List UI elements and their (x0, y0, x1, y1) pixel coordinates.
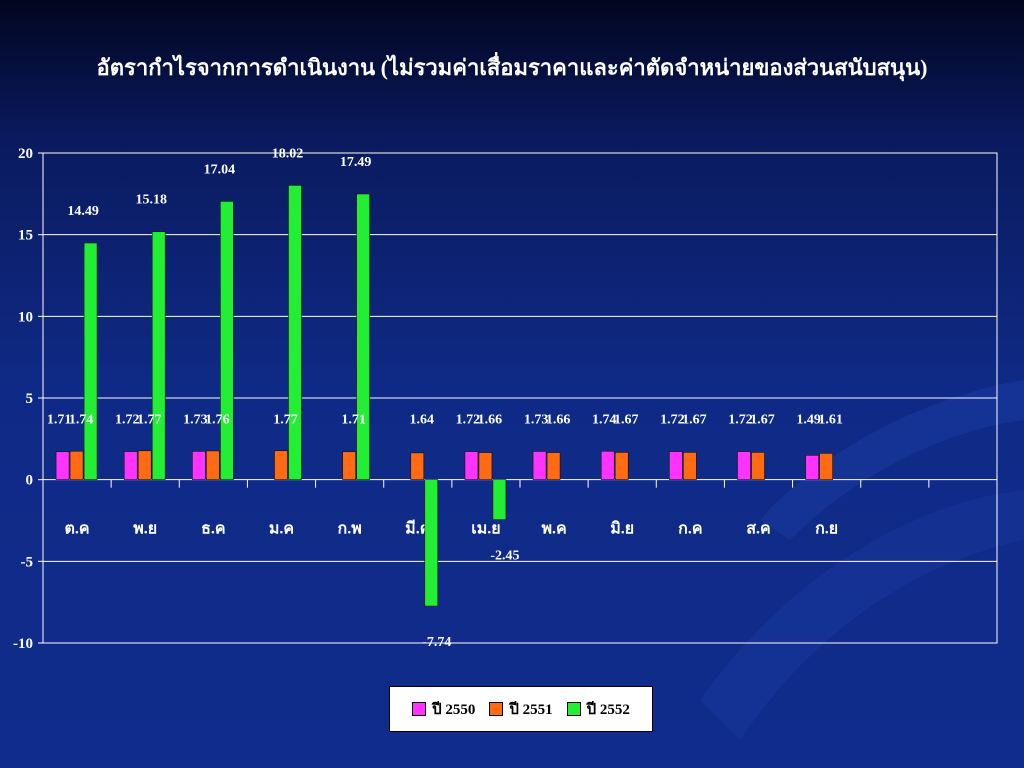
bar-1-0 (69, 450, 84, 480)
data-label: 1.71 (341, 413, 366, 428)
slide-title: อัตรากำไรจากการดำเนินงาน (ไม่รวมค่าเสื่อ… (96, 55, 928, 80)
bar-0-11 (805, 455, 819, 480)
x-tick-label: ก.ย (815, 521, 838, 538)
data-label: 14.49 (67, 204, 99, 219)
y-tick-label: 5 (26, 391, 34, 407)
data-label: 1.74 (592, 413, 617, 428)
data-label: 1.67 (750, 413, 775, 428)
data-label: 1.61 (818, 413, 843, 428)
x-tick-label: มี.ค (405, 519, 430, 538)
bar-1-8 (614, 452, 629, 480)
data-label: -7.74 (422, 635, 451, 650)
data-label: 1.66 (478, 413, 503, 428)
data-label: 17.49 (340, 155, 372, 170)
x-tick-label: ก.พ (338, 521, 362, 538)
y-tick-label: 10 (18, 309, 33, 325)
data-label: -2.45 (490, 549, 519, 564)
legend-label-2552: ปี 2552 (586, 702, 630, 718)
y-tick-label: -10 (13, 636, 33, 652)
data-label: 1.67 (614, 413, 639, 428)
bar-1-10 (751, 452, 765, 480)
legend-swatch-2551 (489, 702, 504, 716)
legend-label-2551: ปี 2551 (509, 702, 553, 718)
bar-1-11 (819, 453, 833, 480)
bar-1-4 (342, 451, 356, 480)
data-label: 1.74 (69, 413, 94, 428)
legend-label-2550: ปี 2550 (432, 702, 476, 718)
legend-item-2551: ปี 2551 (489, 697, 553, 721)
data-label: 18.02 (272, 146, 304, 161)
data-label: 1.64 (410, 413, 435, 428)
bar-2-3 (288, 185, 302, 480)
bar-2-2 (220, 201, 234, 480)
data-label: 17.04 (204, 162, 236, 177)
data-label: 1.71 (47, 413, 72, 428)
chart-legend: ปี 2550 ปี 2551 ปี 2552 (389, 686, 653, 732)
x-tick-label: ม.ค (269, 521, 294, 538)
data-label: 1.72 (456, 413, 481, 428)
data-label: 1.73 (524, 413, 549, 428)
data-label: 1.73 (183, 413, 208, 428)
y-tick-label: 20 (18, 146, 33, 162)
bar-2-5 (424, 479, 439, 607)
bar-1-9 (683, 452, 697, 480)
legend-item-2550: ปี 2550 (412, 697, 475, 721)
legend-item-2552: ปี 2552 (566, 697, 630, 721)
data-label: 1.77 (273, 413, 298, 428)
y-tick-label: 0 (26, 473, 34, 489)
data-label: 1.76 (205, 413, 230, 428)
legend-swatch-2550 (412, 702, 427, 716)
bar-2-1 (151, 231, 166, 480)
x-tick-label: พ.ย (133, 521, 157, 538)
y-tick-label: -5 (21, 554, 34, 570)
bar-1-3 (274, 450, 288, 480)
data-label: 15.18 (135, 193, 167, 208)
x-tick-label: ส.ค (746, 521, 770, 538)
data-label: 1.67 (682, 413, 707, 428)
data-label: 1.49 (796, 413, 821, 428)
bar-0-6 (464, 451, 479, 480)
x-tick-label: ต.ค (65, 521, 90, 538)
bar-0-0 (55, 451, 70, 480)
data-label: 1.77 (137, 413, 162, 428)
bar-1-6 (478, 452, 493, 480)
bar-1-7 (546, 452, 561, 480)
bar-0-7 (532, 451, 547, 480)
x-tick-label: ธ.ค (201, 521, 225, 538)
bar-0-10 (737, 451, 751, 480)
x-tick-label: มิ.ย (610, 520, 634, 538)
bar-0-9 (669, 451, 683, 480)
x-tick-label: ก.ค (678, 521, 702, 538)
x-tick-label: พ.ค (541, 521, 566, 538)
legend-swatch-2552 (566, 702, 581, 716)
bar-2-4 (356, 193, 370, 480)
x-tick-label: เม.ย (471, 521, 500, 538)
bar-2-6 (492, 479, 507, 520)
bar-1-2 (206, 450, 220, 480)
bar-0-1 (123, 451, 138, 480)
data-label: 1.72 (660, 413, 685, 428)
bar-0-2 (192, 451, 206, 480)
data-label: 1.72 (728, 413, 753, 428)
y-tick-label: 15 (18, 228, 33, 244)
data-label: 1.66 (546, 413, 571, 428)
bar-0-8 (600, 450, 615, 480)
data-label: 1.72 (115, 413, 140, 428)
bar-1-1 (137, 450, 152, 480)
bar-2-0 (83, 242, 98, 480)
bar-1-5 (410, 452, 425, 480)
